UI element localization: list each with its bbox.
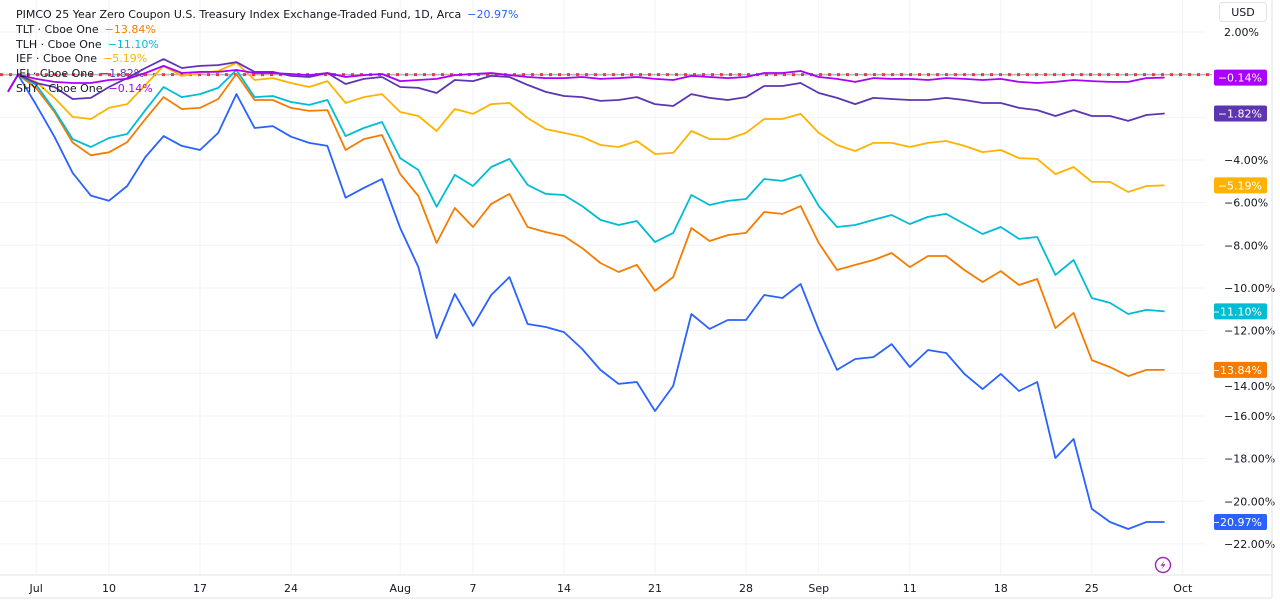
legend: PIMCO 25 Year Zero Coupon U.S. Treasury …: [16, 8, 518, 97]
last-value-tag: −20.97%: [1211, 513, 1267, 530]
legend-label: IEF · Cboe One: [16, 52, 98, 66]
x-tick-label: 10: [102, 582, 116, 595]
x-tick-label: 14: [557, 582, 571, 595]
legend-tlt[interactable]: TLT · Cboe One −13.84%: [16, 23, 518, 38]
last-value-tag-bg: [1214, 361, 1267, 378]
main-change: −20.97%: [467, 8, 519, 21]
legend-label: TLT · Cboe One: [16, 22, 99, 36]
x-tick-label: 11: [903, 582, 917, 595]
last-value-tag-text: −20.97%: [1211, 516, 1262, 529]
x-tick-label: 24: [284, 582, 298, 595]
y-tick-label: −8.00%: [1224, 239, 1268, 252]
lightning-icon[interactable]: [1154, 556, 1172, 574]
y-tick-label: −12.00%: [1224, 325, 1275, 338]
lightning-icon-bolt: [1160, 560, 1166, 570]
y-tick-label: −14.00%: [1224, 380, 1275, 393]
main-title: PIMCO 25 Year Zero Coupon U.S. Treasury …: [16, 8, 462, 21]
y-tick-label: −20.00%: [1224, 495, 1275, 508]
x-tick-label: 7: [470, 582, 477, 595]
last-value-tag-text: −0.14%: [1218, 72, 1262, 85]
y-tick-label: 2.00%: [1224, 26, 1259, 39]
x-tick-label: 18: [994, 582, 1008, 595]
series-line-tlt: [7, 73, 1165, 378]
x-tick-label: 25: [1085, 582, 1099, 595]
last-value-tag: −11.10%: [1211, 303, 1267, 320]
last-value-tag-text: −5.19%: [1218, 179, 1262, 192]
x-tick-label: Jul: [29, 582, 43, 595]
last-value-tag: −1.82%: [1214, 105, 1267, 122]
legend-ief[interactable]: IEF · Cboe One −5.19%: [16, 52, 518, 67]
x-tick-label: 17: [193, 582, 207, 595]
last-value-tag: −5.19%: [1214, 177, 1267, 194]
x-tick-label: Sep: [808, 582, 829, 595]
legend-value: −13.84%: [104, 22, 156, 36]
last-value-tag-bg: [1214, 303, 1267, 320]
legend-label: SHY · Cboe One: [16, 81, 103, 95]
last-value-tag: −0.14%: [1214, 69, 1267, 86]
legend-main: PIMCO 25 Year Zero Coupon U.S. Treasury …: [16, 8, 518, 23]
series-line-tlh: [7, 69, 1165, 315]
legend-value: −1.82%: [99, 67, 145, 81]
legend-value: −11.10%: [107, 37, 159, 51]
currency-button[interactable]: USD: [1219, 2, 1267, 22]
series-line-pimco: [7, 73, 1165, 530]
legend-label: TLH · Cboe One: [16, 37, 102, 51]
y-tick-label: −10.00%: [1224, 282, 1275, 295]
last-value-tag-bg: [1214, 513, 1267, 530]
series-line-ief: [7, 62, 1165, 193]
x-tick-label: Oct: [1173, 582, 1193, 595]
y-tick-label: −4.00%: [1224, 154, 1268, 167]
legend-value: −0.14%: [108, 81, 153, 95]
y-tick-label: −18.00%: [1224, 453, 1275, 466]
legend-tlh[interactable]: TLH · Cboe One −11.10%: [16, 38, 518, 53]
legend-iei[interactable]: IEI · Cboe One −1.82%: [16, 67, 518, 82]
x-tick-label: 21: [648, 582, 662, 595]
last-value-tag-text: −13.84%: [1211, 364, 1262, 377]
series-line-iei: [7, 58, 1165, 122]
legend-value: −5.19%: [103, 52, 148, 66]
last-value-tag-bg: [1214, 177, 1267, 194]
y-tick-label: −22.00%: [1224, 538, 1275, 551]
x-tick-label: 28: [739, 582, 753, 595]
y-tick-label: −16.00%: [1224, 410, 1275, 423]
last-value-tag-text: −1.82%: [1218, 107, 1262, 120]
legend-label: IEI · Cboe One: [16, 67, 94, 81]
x-tick-label: Aug: [389, 582, 410, 595]
last-value-tag-bg: [1214, 69, 1267, 86]
last-value-tag: −13.84%: [1211, 361, 1267, 378]
legend-shy[interactable]: SHY · Cboe One −0.14%: [16, 82, 518, 97]
last-value-tag-bg: [1214, 105, 1267, 122]
y-tick-label: −6.00%: [1224, 197, 1268, 210]
series-line-shy: [7, 65, 1165, 93]
last-value-tag-text: −11.10%: [1211, 305, 1262, 318]
